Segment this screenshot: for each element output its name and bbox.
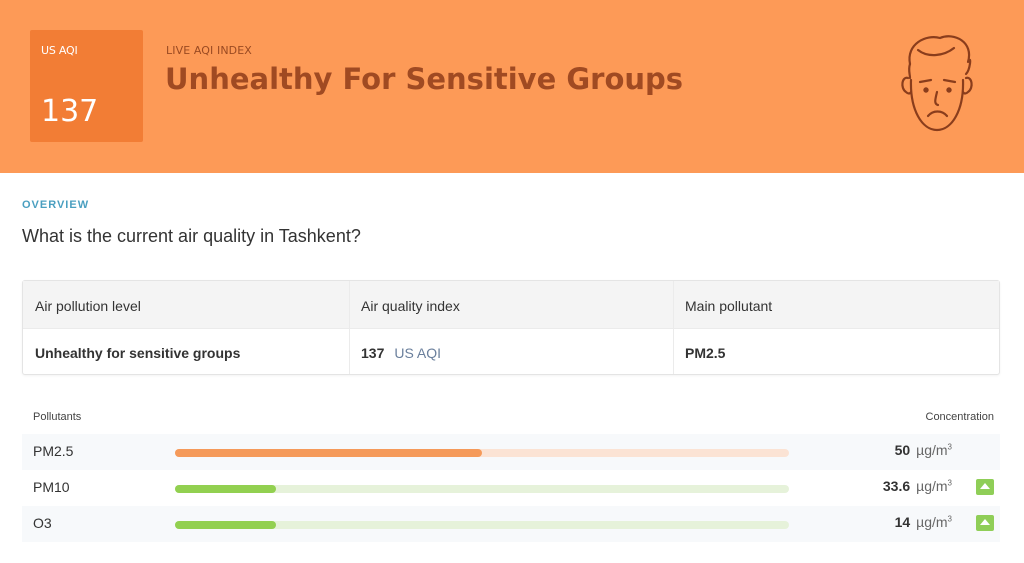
air-quality-summary-table: Air pollution level Air quality index Ma… bbox=[22, 280, 1000, 375]
pollutant-bar-track bbox=[175, 485, 789, 493]
pollutant-bar-fill bbox=[175, 449, 482, 457]
pollutant-name: PM2.5 bbox=[33, 443, 74, 459]
concentration-value: 50 bbox=[894, 442, 911, 458]
pollutant-row: O3 14 µg/m3 bbox=[22, 506, 1000, 542]
sad-face-icon bbox=[901, 35, 973, 132]
concentration-unit: µg/m3 bbox=[916, 514, 952, 530]
concentration-value: 14 bbox=[894, 514, 911, 530]
aqi-badge-value: 137 bbox=[41, 94, 99, 129]
up-arrow-icon[interactable] bbox=[976, 515, 994, 531]
pollutant-bar-fill bbox=[175, 485, 277, 493]
live-index-label: LIVE AQI INDEX bbox=[166, 44, 252, 57]
column-divider bbox=[349, 281, 350, 374]
header-aqi: Air quality index bbox=[361, 298, 460, 314]
pollutant-bar-fill bbox=[175, 521, 277, 529]
pollutant-name: O3 bbox=[33, 515, 52, 531]
aqi-value: 137 bbox=[361, 345, 385, 361]
pollutant-name: PM10 bbox=[33, 479, 70, 495]
overview-question: What is the current air quality in Tashk… bbox=[22, 226, 361, 246]
pollutant-row: PM10 33.6 µg/m3 bbox=[22, 470, 1000, 506]
concentration-header: Concentration bbox=[925, 411, 995, 423]
aqi-banner: US AQI 137 LIVE AQI INDEX Unhealthy For … bbox=[0, 0, 1024, 173]
pollutant-concentration: 33.6 µg/m3 bbox=[883, 478, 952, 494]
concentration-value: 33.6 bbox=[882, 478, 911, 494]
pollutant-row: PM2.5 50 µg/m3 bbox=[22, 434, 1000, 470]
pollutant-bar-track bbox=[175, 521, 789, 529]
column-divider bbox=[673, 281, 674, 374]
summary-table-header bbox=[23, 281, 999, 329]
pollution-level-value: Unhealthy for sensitive groups bbox=[35, 345, 241, 361]
aqi-cell: 137 US AQI bbox=[361, 345, 441, 361]
concentration-unit: µg/m3 bbox=[916, 442, 952, 458]
pollutant-concentration: 14 µg/m3 bbox=[895, 514, 952, 530]
pollutant-concentration: 50 µg/m3 bbox=[895, 442, 952, 458]
main-pollutant-value: PM2.5 bbox=[685, 345, 726, 361]
pollutants-header: Pollutants bbox=[33, 411, 82, 423]
aqi-unit: US AQI bbox=[394, 345, 442, 361]
concentration-unit: µg/m3 bbox=[916, 478, 952, 494]
aqi-status-title: Unhealthy For Sensitive Groups bbox=[165, 62, 684, 96]
aqi-badge: US AQI 137 bbox=[30, 30, 143, 142]
header-main-pollutant: Main pollutant bbox=[685, 298, 773, 314]
aqi-badge-label: US AQI bbox=[41, 44, 78, 57]
header-pollution-level: Air pollution level bbox=[35, 298, 141, 314]
pollutant-bar-track bbox=[175, 449, 789, 457]
up-arrow-icon[interactable] bbox=[976, 479, 994, 495]
overview-label: OVERVIEW bbox=[22, 199, 90, 211]
